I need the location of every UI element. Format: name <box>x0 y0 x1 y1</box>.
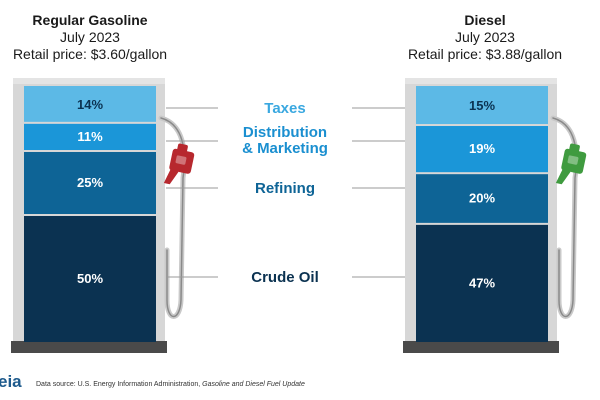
gasoline-value-label: 11% <box>77 129 103 144</box>
category-label: Distribution <box>243 124 327 141</box>
gasoline-title: Regular Gasoline <box>32 12 148 28</box>
diesel-nozzle-top <box>568 143 580 155</box>
diesel-bar-refining <box>416 174 548 223</box>
gasoline-pump-base <box>11 341 167 353</box>
gasoline-bar-taxes <box>24 86 156 122</box>
gasoline-bar-refining <box>24 152 156 214</box>
category-label: Refining <box>255 180 315 197</box>
gasoline-header: Regular Gasoline July 2023 Retail price:… <box>0 12 180 63</box>
diesel-date: July 2023 <box>455 29 515 45</box>
diesel-pump-top <box>405 78 557 84</box>
data-source-title: Gasoline and Diesel Fuel Update <box>202 381 305 388</box>
diesel-bar-crude-oil <box>416 224 548 342</box>
diesel-header: Diesel July 2023 Retail price: $3.88/gal… <box>395 12 575 63</box>
gasoline-value-label: 14% <box>77 97 103 112</box>
diesel-bar-taxes <box>416 86 548 125</box>
diesel-value-label: 20% <box>469 191 495 206</box>
gasoline-bar-crude-oil <box>24 216 156 342</box>
data-source-note: Data source: U.S. Energy Information Adm… <box>36 381 305 388</box>
diesel-value-label: 19% <box>469 141 495 156</box>
diesel-price: Retail price: $3.88/gallon <box>407 46 563 62</box>
gasoline-value-label: 25% <box>77 175 103 190</box>
diesel-bar-distribution-marketing <box>416 126 548 173</box>
gasoline-date: July 2023 <box>60 29 120 45</box>
data-source-prefix: Data source: U.S. Energy Information Adm… <box>36 381 203 388</box>
diesel-value-label: 47% <box>469 275 495 290</box>
diesel-nozzle-shine <box>567 155 579 165</box>
gasoline-nozzle-icon <box>163 143 195 185</box>
gasoline-pump-top <box>13 78 165 84</box>
category-label: & Marketing <box>242 140 328 157</box>
gasoline-nozzle-grip <box>169 148 195 174</box>
gasoline-price: Retail price: $3.60/gallon <box>12 46 168 62</box>
diesel-hose-line <box>552 117 578 318</box>
diesel-pump-base <box>403 341 559 353</box>
gasoline-hose-line <box>160 117 186 318</box>
diesel-title: Diesel <box>464 12 506 28</box>
diesel-nozzle-grip <box>561 148 587 174</box>
gasoline-nozzle-shine <box>175 155 187 165</box>
gasoline-nozzle-top <box>176 143 188 155</box>
gasoline-bar-distribution-marketing <box>24 123 156 150</box>
diesel-nozzle-icon <box>555 143 587 185</box>
diesel-nozzle-spout <box>555 168 571 185</box>
eia-logo: eia <box>0 372 22 391</box>
gasoline-value-label: 50% <box>77 271 103 286</box>
diesel-value-label: 15% <box>469 98 495 113</box>
category-label: Crude Oil <box>251 269 319 286</box>
gasoline-nozzle-spout <box>163 168 179 185</box>
category-label: Taxes <box>264 100 305 117</box>
